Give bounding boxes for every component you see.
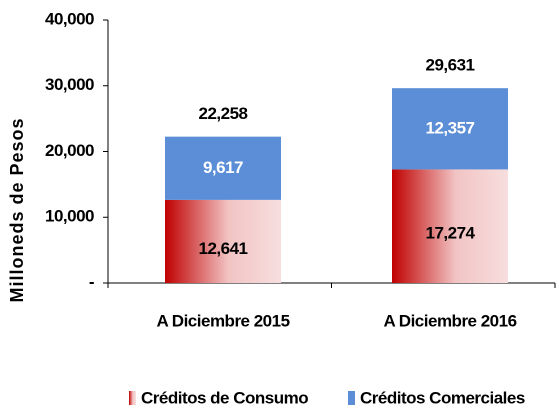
data-label: 9,617: [203, 158, 243, 177]
y-axis-title: Milloneds de Pesos: [7, 117, 27, 302]
total-label: 22,258: [199, 104, 248, 123]
bar-segment: [392, 88, 508, 170]
y-tick-label: 40,000: [45, 9, 94, 28]
total-label: 29,631: [426, 56, 475, 75]
y-tick-label: -: [89, 272, 94, 291]
x-tick-label: A Diciembre 2016: [383, 311, 516, 330]
data-label: 12,641: [199, 239, 248, 258]
y-tick-label: 20,000: [45, 141, 94, 160]
x-tick-label: A Diciembre 2015: [156, 311, 289, 330]
legend-label: Créditos de Consumo: [141, 388, 308, 407]
bar-segment: [392, 169, 508, 283]
legend-swatch: [348, 391, 355, 405]
bar-segment: [165, 199, 281, 283]
data-label: 12,357: [426, 118, 475, 137]
legend-label: Créditos Comerciales: [360, 388, 525, 407]
y-tick-label: 10,000: [45, 207, 94, 226]
legend-swatch: [129, 391, 136, 405]
bar-segment: [165, 136, 281, 200]
y-tick-label: 30,000: [45, 75, 94, 94]
data-label: 17,274: [426, 224, 476, 243]
